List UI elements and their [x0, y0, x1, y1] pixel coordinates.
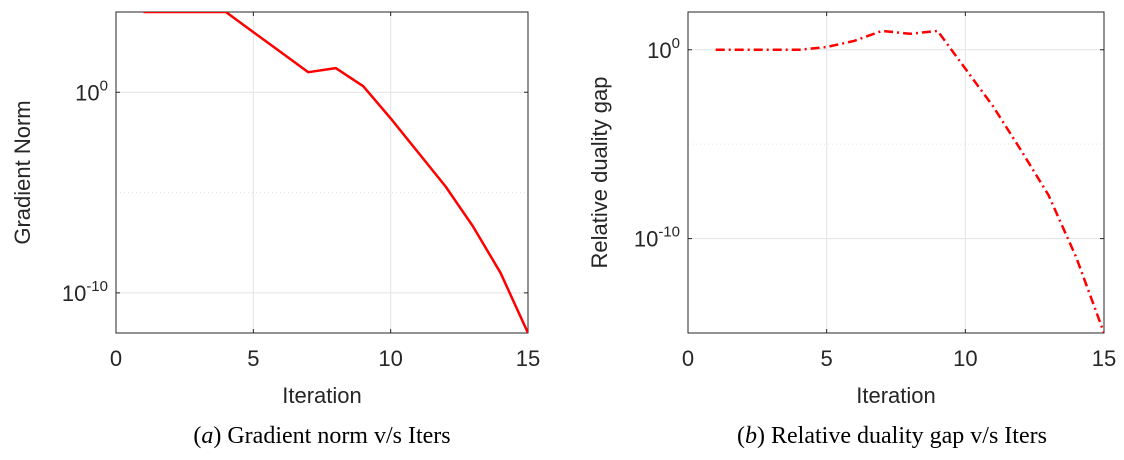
series-line-1 [715, 29, 1104, 333]
x-tick-label: 15 [1092, 346, 1116, 371]
y-axis-label: Gradient Norm [10, 100, 35, 244]
chart-panel-1: 0 5 10 15 100 10-10 Iteration Gradient Norm (a) … [10, 11, 540, 449]
x-tick-label: 10 [378, 346, 402, 371]
x-tick-label: 0 [110, 346, 122, 371]
x-tick-label: 5 [247, 346, 259, 371]
subfigure-caption: (a) Gradient norm v/s Iters [193, 423, 450, 449]
y-tick-label: 10-10 [634, 224, 680, 252]
x-axis-label: Iteration [282, 383, 362, 408]
axes-box [687, 11, 1105, 334]
x-tick-label: 0 [682, 346, 694, 371]
x-tick-label: 10 [953, 346, 977, 371]
y-tick-label: 100 [647, 35, 680, 63]
chart-panel-2: 0 5 10 15 100 10-10 Iteration Relative duality … [587, 11, 1116, 449]
series-line-1 [143, 12, 528, 333]
subfigure-caption: (b) Relative duality gap v/s Iters [737, 423, 1047, 449]
y-tick-label: 10-10 [62, 278, 108, 306]
y-tick-label: 100 [75, 77, 108, 105]
x-axis-label: Iteration [856, 383, 936, 408]
y-axis-label: Relative duality gap [587, 76, 612, 268]
axes-box [115, 11, 529, 334]
x-tick-label: 15 [516, 346, 540, 371]
x-tick-label: 5 [821, 346, 833, 371]
